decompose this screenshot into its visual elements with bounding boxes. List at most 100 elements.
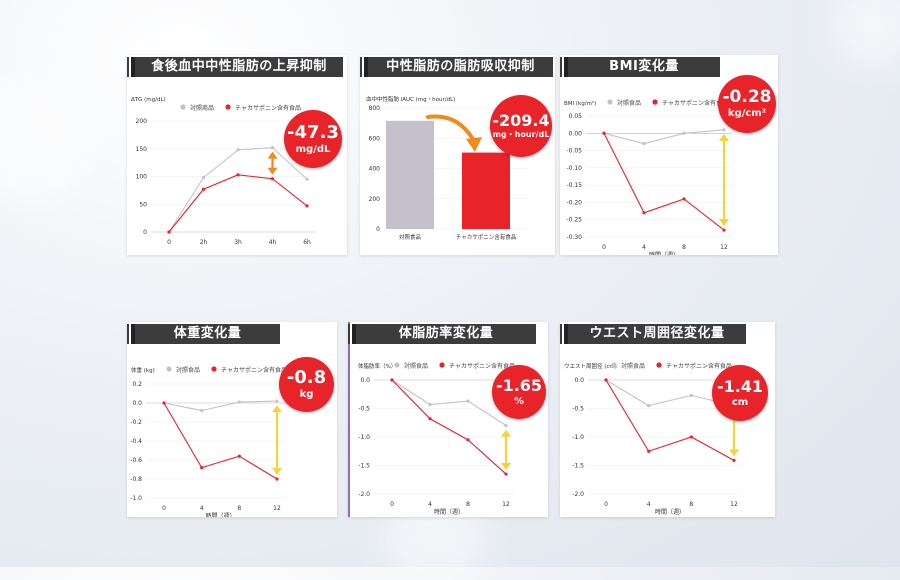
point-control (466, 399, 470, 403)
panel-waist: ウエスト周囲径変化量 ウエスト周囲径 (cm) 対照食品 チャカサポニン含有食品 0.… (560, 322, 775, 517)
point-test (237, 454, 241, 458)
badge-unit: mg/dL (295, 143, 331, 155)
series-line-test (605, 379, 735, 461)
panel-bmi: BMI変化量 BMI (kg/m²) 対照食品 チャカサポニン含有食品 0.05 0.0… (560, 55, 778, 255)
point-test (647, 449, 651, 453)
x-axis-label: 時間（週） (649, 251, 679, 255)
difference-arrow-head-down (719, 219, 729, 227)
point-test (732, 458, 736, 462)
point-control (504, 424, 508, 428)
x-axis-label: 時間（週） (655, 508, 685, 516)
legend-marker-test (656, 362, 662, 368)
difference-arrow-head-up (272, 405, 282, 413)
difference-arrow-head-up (501, 429, 511, 437)
y-tick-label: -0.20 (566, 199, 582, 206)
x-tick-label: 12 (730, 501, 738, 508)
y-tick-label: 0.2 (132, 381, 142, 388)
y-tick-label: -2.0 (358, 491, 370, 498)
bokeh-light (0, 80, 90, 200)
panel-weight: 体重変化量 体重 (kg) 対照食品 チャカサポニン含有食品 0.2 0.0 -0.2 -0… (127, 322, 337, 517)
x-tick-label: 4 (200, 505, 204, 512)
point-test (162, 401, 166, 405)
y-axis-label: BMI (kg/m²) (564, 100, 596, 107)
x-axis-label: 時間（週） (205, 512, 235, 517)
x-axis-label: 時間（週） (434, 508, 464, 516)
y-tick-label: 0.0 (360, 377, 370, 384)
y-axis-label: 血中中性脂肪 iAUC (mg・hour/dL) (366, 95, 455, 103)
series-line-test (168, 174, 308, 233)
point-test (602, 131, 606, 135)
point-test (504, 472, 508, 476)
point-control (270, 146, 275, 150)
panel-left-accent (348, 322, 350, 517)
y-tick-label: 150 (136, 146, 148, 153)
y-tick-label: 600 (369, 135, 381, 142)
x-tick-label: 12 (502, 501, 510, 508)
chart-auc: 血中中性脂肪 iAUC (mg・hour/dL) 0 200 400 600 800 対照食… (366, 95, 528, 241)
y-tick-label: 0 (376, 226, 380, 233)
curved-arrow-icon (426, 114, 476, 143)
legend-marker-test (652, 99, 658, 105)
chart-fat: 体脂肪率（%） 対照食品 チャカサポニン含有食品 0.0 -0.5 -1.0 -1.5 -2.… (358, 362, 515, 516)
x-tick-label: 8 (682, 244, 686, 251)
series-line-test (163, 402, 278, 480)
point-test (428, 417, 432, 421)
x-tick-label: 8 (689, 501, 693, 508)
delta-badge: -47.3 mg/dL (284, 110, 342, 168)
series-line-test (603, 133, 725, 231)
point-test (689, 435, 693, 439)
legend-marker-control (607, 99, 613, 105)
legend-label-test: チャカサポニン含有食品 (666, 362, 732, 370)
panel-fat: 体脂肪率変化量 体脂肪率（%） 対照食品 チャカサポニン含有食品 0.0 -0.5 -1.… (348, 322, 548, 517)
legend-marker-test (211, 366, 217, 372)
point-test (604, 378, 608, 382)
badge-unit: cm (731, 396, 749, 408)
x-tick-label: 4 (647, 501, 651, 508)
point-test (270, 177, 275, 181)
point-control (642, 142, 646, 146)
point-control (275, 399, 279, 403)
chart-tg: ΔTG (mg/dL) 対照商品 チャカサポニン含有食品 0 50 100 150 200 0 2… (131, 97, 315, 246)
legend-label-control: 対照食品 (404, 362, 428, 370)
badge-unit: kg/cm² (727, 108, 767, 119)
point-control (200, 409, 204, 413)
y-axis-label: ウエスト周囲径 (cm) (564, 362, 617, 370)
point-test (305, 204, 309, 208)
y-tick-label: 0.00 (569, 130, 583, 137)
y-tick-label: 200 (369, 196, 381, 203)
series-line-control (603, 129, 725, 145)
legend-marker-control (394, 362, 400, 368)
x-tick-label: 0 (604, 501, 608, 508)
badge-value: -0.8 (286, 367, 327, 388)
y-tick-label: -0.8 (130, 476, 142, 483)
difference-arrow-head-down (272, 468, 282, 475)
series-line-control (391, 379, 507, 427)
legend-label-control: 対照食品 (621, 362, 645, 370)
point-control (236, 148, 240, 152)
y-tick-label: 50 (139, 201, 147, 208)
x-tick-label: 0 (602, 244, 606, 251)
legend-label-test: チャカサポニン含有食品 (449, 362, 515, 370)
panel-title: 食後血中中性脂肪の上昇抑制 (127, 57, 343, 77)
point-test (390, 378, 394, 382)
legend-label-test: チャカサポニン含有食品 (221, 366, 287, 374)
y-tick-label: -1.0 (572, 434, 584, 441)
delta-badge: -1.41 cm (712, 365, 768, 421)
y-axis-label: 体脂肪率（%） (358, 362, 396, 370)
y-tick-label: -1.0 (358, 434, 370, 441)
y-tick-label: -0.25 (566, 217, 582, 224)
y-tick-label: 0.05 (569, 113, 583, 120)
badge-unit: % (513, 395, 525, 407)
x-tick-label: 8 (466, 501, 470, 508)
badge-unit: kg (299, 389, 314, 400)
x-tick-label: 2h (200, 239, 208, 246)
legend-marker-test (439, 362, 445, 368)
point-control (305, 177, 309, 181)
y-tick-label: -0.5 (572, 406, 584, 413)
bar-control (386, 120, 434, 229)
y-tick-label: 400 (369, 166, 381, 173)
series-line-control (163, 400, 278, 412)
chart-weight: 体重 (kg) 対照食品 チャカサポニン含有食品 0.2 0.0 -0.2 -0.4 -0.6… (130, 366, 287, 517)
legend-marker-control (180, 104, 186, 110)
point-test (275, 477, 279, 481)
